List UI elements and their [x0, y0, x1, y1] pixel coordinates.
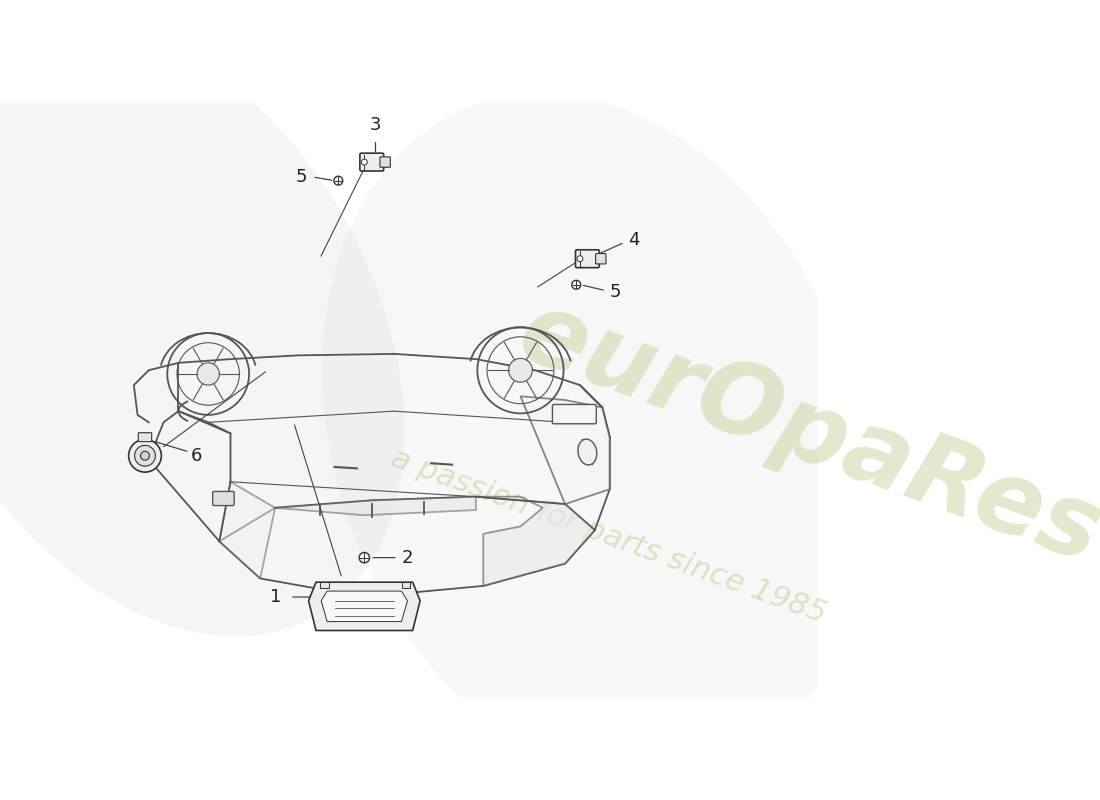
Text: 6: 6 — [191, 446, 202, 465]
FancyBboxPatch shape — [552, 405, 596, 424]
Polygon shape — [219, 482, 275, 578]
FancyBboxPatch shape — [139, 433, 152, 442]
Circle shape — [197, 363, 219, 385]
Text: 5: 5 — [609, 283, 622, 301]
Text: 2: 2 — [402, 549, 412, 566]
Circle shape — [333, 176, 343, 185]
Polygon shape — [309, 582, 420, 630]
Text: 3: 3 — [370, 116, 382, 134]
Polygon shape — [321, 591, 407, 622]
Polygon shape — [275, 497, 476, 515]
Circle shape — [129, 439, 162, 472]
FancyBboxPatch shape — [575, 250, 600, 268]
FancyBboxPatch shape — [595, 254, 606, 264]
Circle shape — [362, 159, 367, 165]
Circle shape — [572, 280, 581, 290]
Bar — [402, 582, 410, 588]
Circle shape — [578, 256, 583, 262]
Ellipse shape — [578, 439, 597, 465]
FancyBboxPatch shape — [379, 157, 390, 167]
Text: a passion for parts since 1985: a passion for parts since 1985 — [386, 444, 829, 629]
Text: 1: 1 — [270, 588, 282, 606]
Circle shape — [359, 553, 370, 563]
Circle shape — [134, 446, 155, 466]
Polygon shape — [520, 396, 609, 504]
Bar — [320, 582, 329, 588]
Ellipse shape — [0, 15, 405, 636]
Text: 5: 5 — [296, 168, 307, 186]
FancyBboxPatch shape — [362, 606, 372, 613]
Polygon shape — [476, 497, 595, 586]
FancyBboxPatch shape — [360, 153, 384, 171]
Ellipse shape — [322, 94, 868, 781]
Text: 4: 4 — [628, 231, 640, 249]
Text: eurOpaRes: eurOpaRes — [506, 284, 1100, 585]
FancyBboxPatch shape — [212, 491, 234, 506]
Circle shape — [141, 451, 150, 460]
Circle shape — [508, 358, 532, 382]
